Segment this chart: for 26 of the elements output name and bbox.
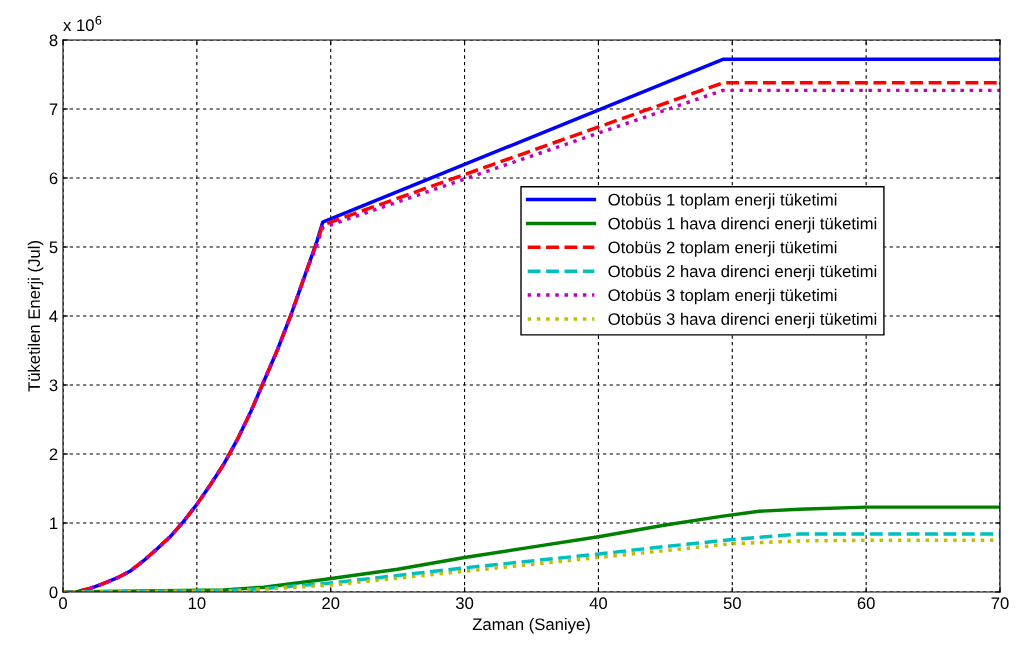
legend-label: Otobüs 3 toplam enerji tüketimi [608,288,837,305]
x-tick-label: 70 [991,597,1009,610]
x-tick-label: 20 [322,597,340,610]
x-tick-label: 30 [455,597,474,610]
y-tick-label: 3 [49,379,58,392]
y-tick-label: 8 [49,34,58,47]
x-tick-label: 0 [59,597,67,610]
y-tick-label: 5 [49,241,58,254]
legend-label: Otobüs 1 toplam enerji tüketimi [608,193,837,209]
x-tick-label: 10 [188,597,206,610]
legend-label: Otobüs 2 toplam enerji tüketimi [608,241,837,257]
legend-label: Otobüs 2 hava direnci enerji tüketimi [608,264,877,281]
x-tick-label: 40 [589,597,608,610]
y-tick-label: 1 [50,517,58,530]
text: x 10$^{6}$ [63,15,102,32]
x-tick-label: 60 [857,597,875,610]
y-tick-label: 7 [49,103,58,116]
y-tick-label: 0 [49,586,58,599]
legend-label: Otobüs 1 hava direnci enerji tüketimi [608,217,877,233]
y-tick-label: 4 [49,310,58,323]
x-tick-label: 50 [723,597,741,610]
y-axis-title: Tüketilen Enerji (Jul) [27,241,44,392]
legend-label: Otobüs 3 hava direnci enerji tüketimi [608,312,877,329]
y-tick-label: 6 [49,172,58,185]
y-tick-label: 2 [49,448,58,461]
x-axis-title: Zaman (Saniye) [472,617,590,634]
